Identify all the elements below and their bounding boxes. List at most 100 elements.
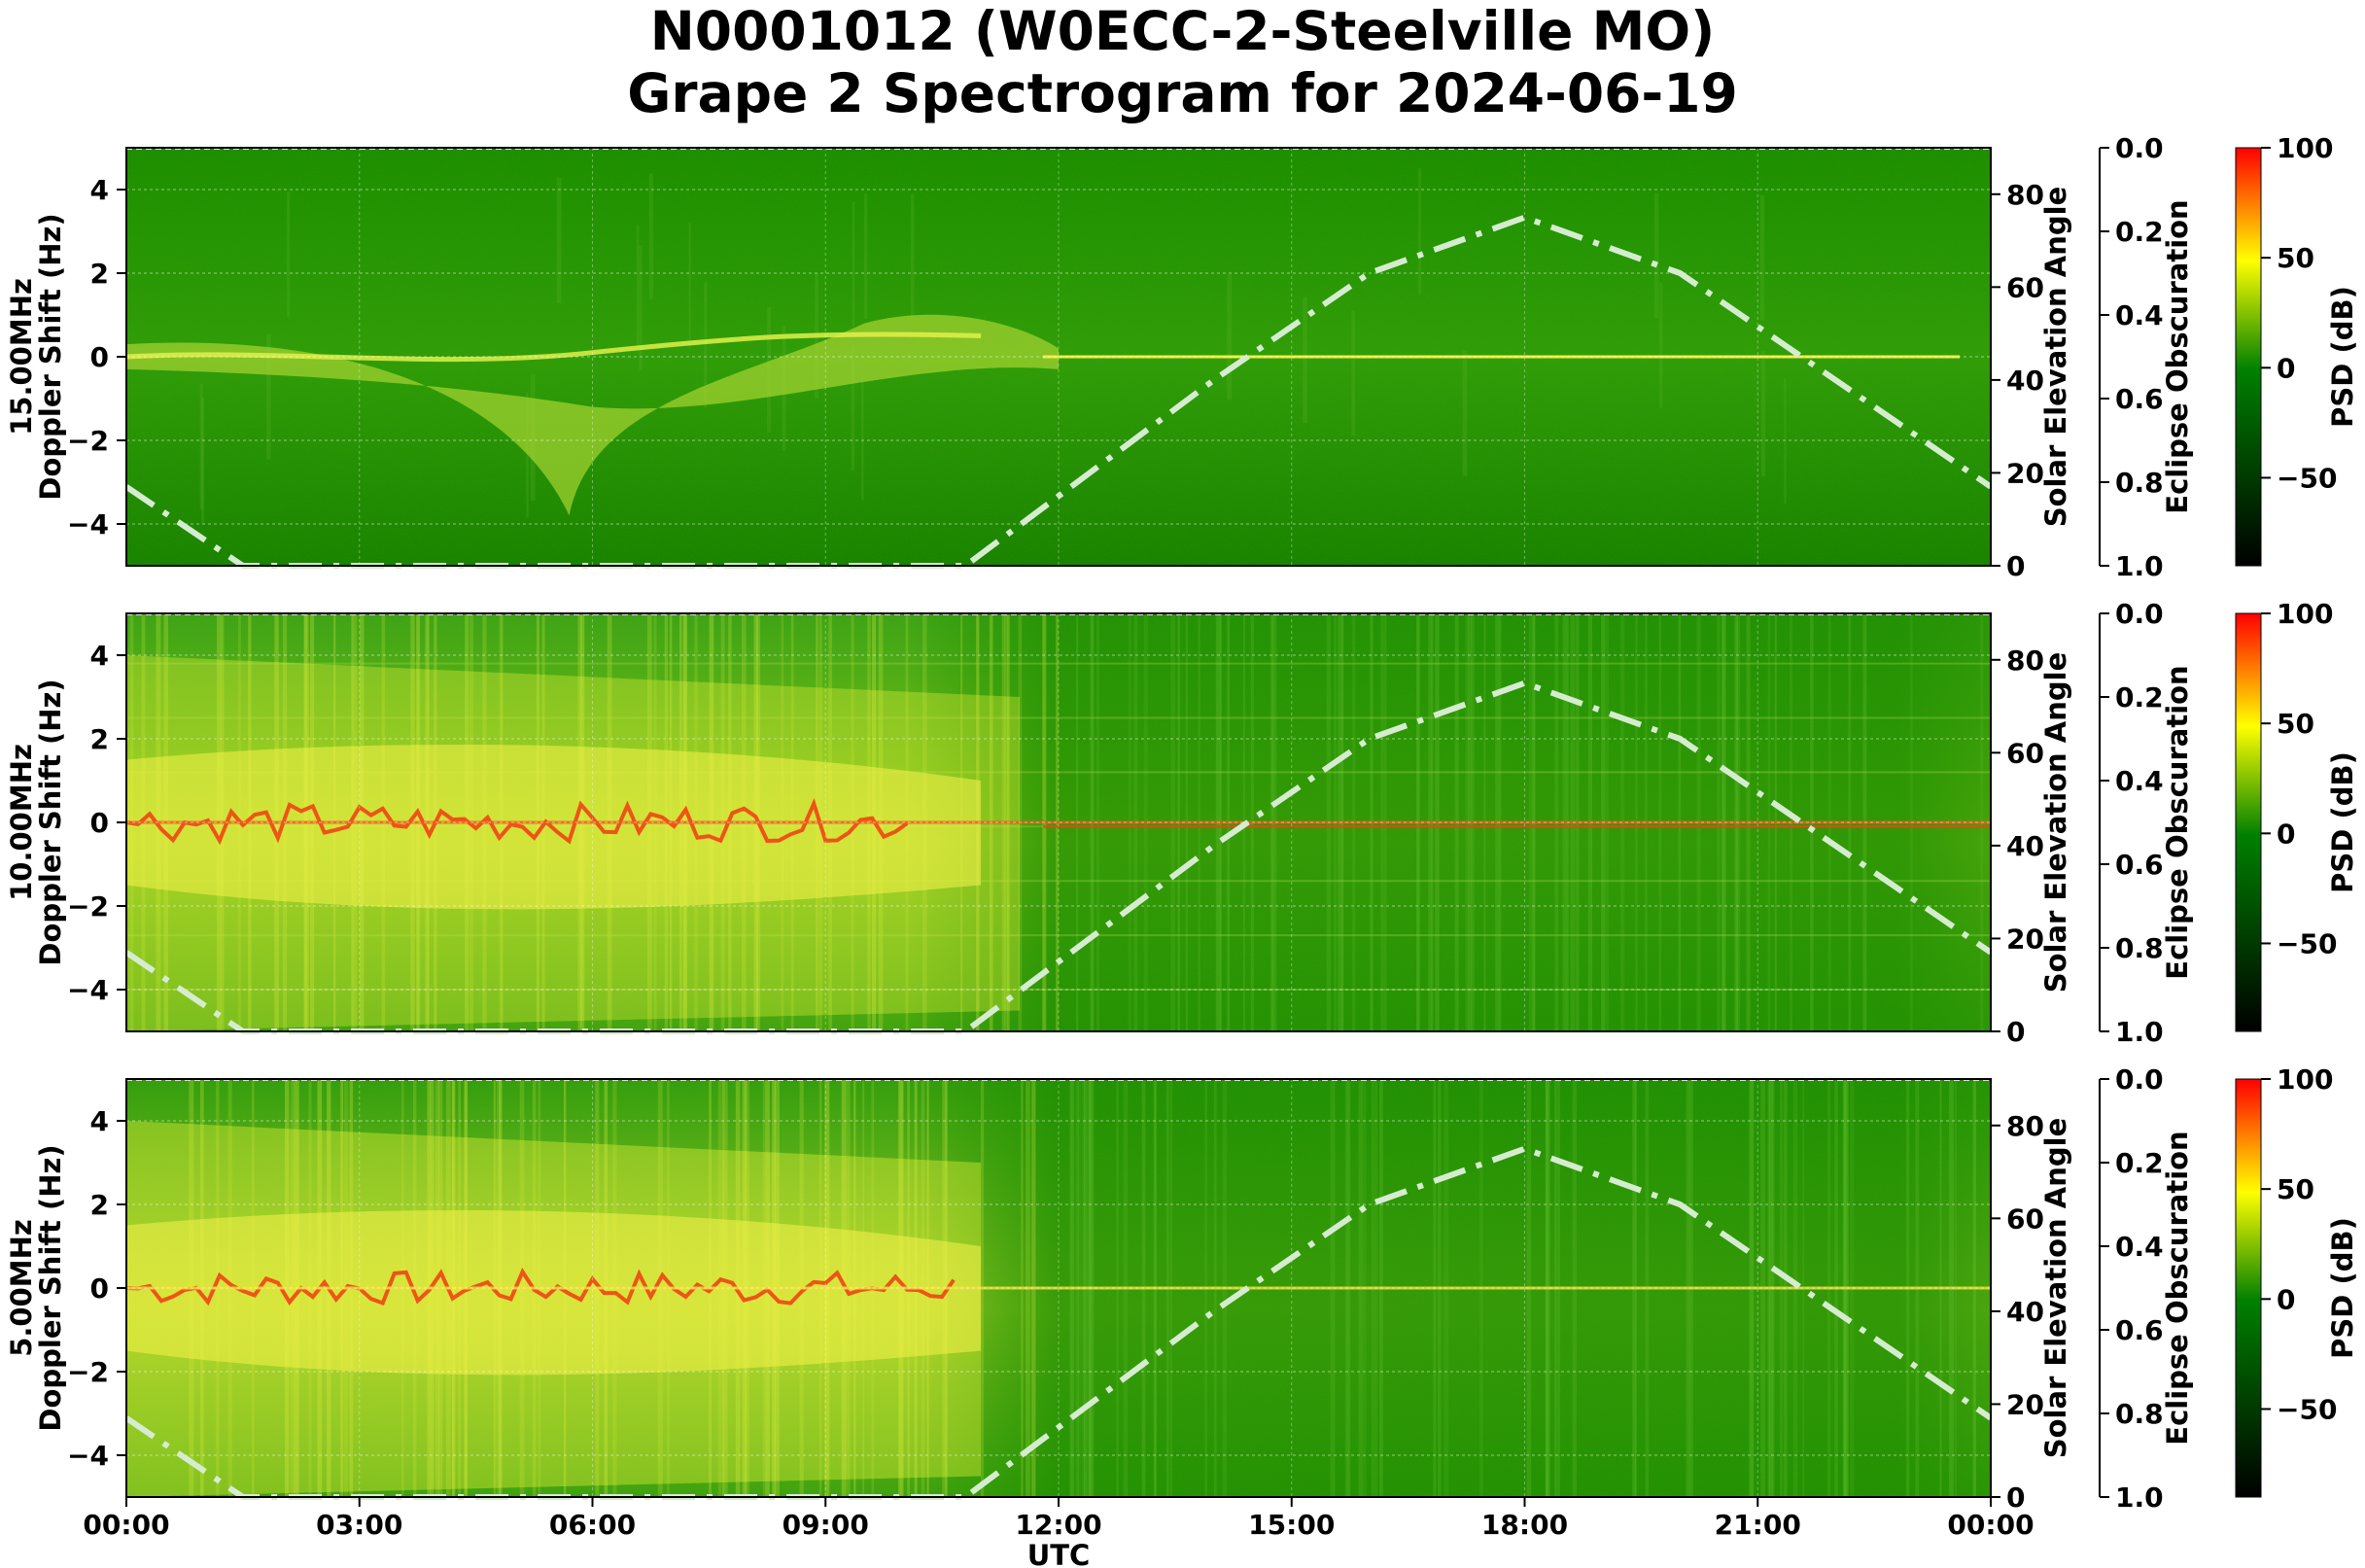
y-tick-label: 4 bbox=[90, 640, 109, 672]
eclipse-tick-label: 0.4 bbox=[2115, 765, 2164, 797]
x-tick-label: 03:00 bbox=[316, 1509, 402, 1541]
elevation-tick-label: 60 bbox=[2006, 271, 2044, 303]
spectrogram-streak bbox=[1760, 351, 1765, 477]
spectrogram-streak bbox=[910, 193, 915, 320]
y-axis-label: Doppler Shift (Hz) bbox=[34, 213, 67, 500]
elevation-tick-label: 0 bbox=[2006, 550, 2025, 582]
y-tick-label: −2 bbox=[67, 425, 109, 457]
spectrogram-streak bbox=[1653, 192, 1659, 319]
elevation-tick-label: 20 bbox=[2006, 457, 2044, 489]
y-tick-label: 4 bbox=[90, 174, 109, 206]
eclipse-tick-label: 0.4 bbox=[2115, 1231, 2164, 1263]
spectrogram-streak bbox=[1759, 194, 1765, 321]
x-tick-label: 15:00 bbox=[1248, 1509, 1335, 1541]
spectrogram-streak bbox=[1462, 350, 1468, 476]
elevation-tick-label: 40 bbox=[2006, 365, 2044, 397]
colorbar-tick-label: 100 bbox=[2277, 132, 2333, 164]
elevation-tick-label: 60 bbox=[2006, 1202, 2044, 1235]
eclipse-tick-label: 1.0 bbox=[2115, 1481, 2164, 1514]
x-tick-label: 00:00 bbox=[83, 1509, 169, 1541]
colorbar bbox=[2235, 147, 2262, 567]
colorbar bbox=[2235, 612, 2262, 1032]
eclipse-axis-label: Eclipse Obscuration bbox=[2161, 199, 2194, 513]
y-tick-label: 0 bbox=[90, 341, 109, 373]
eclipse-axis-label: Eclipse Obscuration bbox=[2161, 1131, 2194, 1445]
spectrogram-streak bbox=[1659, 282, 1663, 408]
spectrogram-streak bbox=[1303, 296, 1307, 423]
elevation-axis-label: Solar Elevation Angle bbox=[2039, 1118, 2072, 1459]
eclipse-tick-label: 0.6 bbox=[2115, 383, 2164, 415]
spectrogram-streak bbox=[526, 392, 529, 518]
y-axis-label: Doppler Shift (Hz) bbox=[34, 679, 67, 965]
elevation-tick-label: 0 bbox=[2006, 1016, 2025, 1048]
colorbar-tick-label: 50 bbox=[2277, 708, 2314, 740]
y-tick-label: 2 bbox=[90, 258, 109, 290]
spectrogram-streak bbox=[648, 173, 653, 299]
y-tick-label: −4 bbox=[67, 1440, 109, 1472]
colorbar-tick-label: −50 bbox=[2277, 1393, 2337, 1425]
spectrogram-streak bbox=[286, 191, 291, 317]
spectrogram-streak bbox=[1418, 168, 1421, 295]
elevation-tick-label: 80 bbox=[2006, 645, 2044, 677]
eclipse-axis-label: Eclipse Obscuration bbox=[2161, 665, 2194, 979]
eclipse-tick-label: 0.8 bbox=[2115, 467, 2164, 499]
colorbar bbox=[2235, 1078, 2262, 1498]
eclipse-tick-label: 0.8 bbox=[2115, 932, 2164, 964]
eclipse-tick-label: 0.8 bbox=[2115, 1398, 2164, 1430]
eclipse-tick-label: 0.0 bbox=[2115, 598, 2164, 630]
elevation-axis-label: Solar Elevation Angle bbox=[2039, 187, 2072, 528]
colorbar-tick-label: 0 bbox=[2277, 1283, 2295, 1315]
x-tick-label: 21:00 bbox=[1715, 1509, 1801, 1541]
colorbar-tick-label: 50 bbox=[2277, 242, 2314, 274]
elevation-tick-label: 80 bbox=[2006, 1110, 2044, 1142]
eclipse-tick-label: 0.0 bbox=[2115, 1063, 2164, 1096]
y-tick-label: 2 bbox=[90, 723, 109, 755]
y-tick-label: 0 bbox=[90, 1272, 109, 1305]
y-tick-label: −2 bbox=[67, 890, 109, 923]
frequency-label: 10.00MHz bbox=[5, 744, 38, 901]
elevation-tick-label: 0 bbox=[2006, 1481, 2025, 1514]
elevation-tick-label: 20 bbox=[2006, 923, 2044, 955]
chart-title-line2: Grape 2 Spectrogram for 2024-06-19 bbox=[627, 62, 1738, 124]
spectrogram-streak bbox=[201, 398, 205, 524]
doppler-trace bbox=[125, 798, 909, 846]
doppler-trace bbox=[125, 1268, 956, 1307]
eclipse-tick-label: 0.2 bbox=[2115, 681, 2164, 714]
elevation-axis-label: Solar Elevation Angle bbox=[2039, 652, 2072, 993]
spectrogram-streak bbox=[1227, 274, 1233, 401]
colorbar-tick-label: 0 bbox=[2277, 818, 2295, 850]
colorbar-tick-label: 0 bbox=[2277, 352, 2295, 384]
spectrogram-streak bbox=[688, 223, 691, 349]
y-tick-label: 0 bbox=[90, 807, 109, 839]
elevation-tick-label: 80 bbox=[2006, 179, 2044, 211]
eclipse-tick-label: 0.4 bbox=[2115, 299, 2164, 331]
x-tick-label: 12:00 bbox=[1015, 1509, 1101, 1541]
y-tick-label: −4 bbox=[67, 508, 109, 540]
elevation-tick-label: 40 bbox=[2006, 830, 2044, 862]
y-tick-label: 4 bbox=[90, 1105, 109, 1137]
frequency-label: 15.00MHz bbox=[5, 278, 38, 436]
eclipse-tick-label: 1.0 bbox=[2115, 550, 2164, 582]
spectrogram-streak bbox=[1784, 378, 1787, 505]
spectrogram-streak bbox=[1351, 310, 1356, 436]
spectrogram-streak bbox=[861, 374, 864, 501]
elevation-tick-label: 60 bbox=[2006, 737, 2044, 769]
eclipse-tick-label: 0.2 bbox=[2115, 1147, 2164, 1179]
eclipse-tick-label: 0.2 bbox=[2115, 216, 2164, 248]
elevation-tick-label: 40 bbox=[2006, 1296, 2044, 1328]
spectrogram-streak bbox=[863, 193, 868, 320]
signal-trace bbox=[125, 331, 982, 363]
colorbar-tick-label: 100 bbox=[2277, 1063, 2333, 1096]
eclipse-tick-label: 0.6 bbox=[2115, 849, 2164, 881]
spectrogram-streak bbox=[266, 333, 271, 460]
eclipse-tick-label: 1.0 bbox=[2115, 1016, 2164, 1048]
eclipse-tick-label: 0.0 bbox=[2115, 132, 2164, 164]
spectrogram-streak bbox=[556, 178, 562, 304]
x-tick-label: 18:00 bbox=[1481, 1509, 1568, 1541]
colorbar-tick-label: −50 bbox=[2277, 462, 2337, 494]
spectrogram-streak bbox=[639, 245, 643, 371]
y-tick-label: 2 bbox=[90, 1189, 109, 1221]
